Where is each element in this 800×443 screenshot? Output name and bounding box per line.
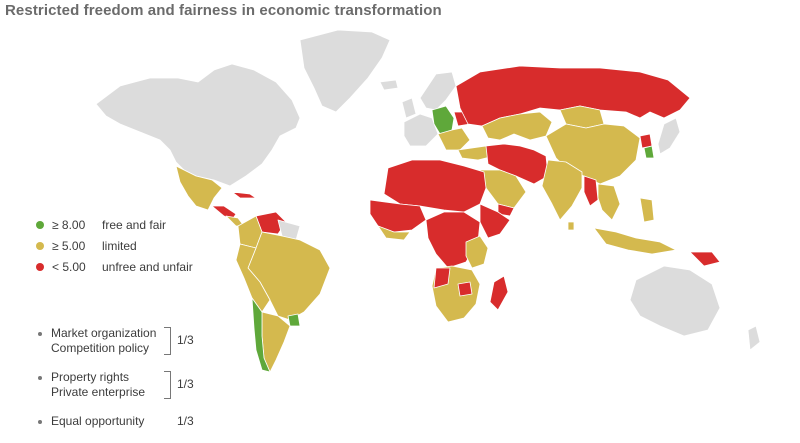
region-scandinavia	[419, 71, 457, 111]
map-title: Restricted freedom and fairness in econo…	[5, 2, 442, 19]
weight-item-label: Competition policy	[51, 341, 150, 355]
legend-dot-yellow	[36, 241, 44, 250]
region-west-africa	[369, 199, 427, 233]
bullet-icon	[38, 419, 42, 424]
weight-group-equal: Equal opportunity 1/3	[38, 414, 194, 429]
region-uk	[401, 97, 417, 119]
legend-item-unfree: < 5.00 unfree and unfair	[36, 256, 193, 277]
weight-item: Private enterprise	[38, 385, 156, 400]
weight-value: 1/3	[177, 377, 194, 391]
legend-label: unfree and unfair	[102, 259, 193, 274]
region-new-zealand	[747, 325, 761, 351]
weight-value: 1/3	[177, 333, 194, 347]
weight-item-label: Property rights	[51, 370, 130, 384]
legend-label: free and fair	[102, 217, 167, 232]
region-australia	[629, 265, 721, 337]
legend-value: ≥ 8.00	[52, 217, 86, 232]
region-eastern-europe	[437, 127, 471, 151]
weight-item-label: Private enterprise	[51, 385, 146, 399]
region-png	[689, 251, 721, 267]
region-zimbabwe	[457, 281, 473, 297]
map-legend: ≥ 8.00 free and fair ≥ 5.00 limited < 5.…	[36, 214, 193, 277]
region-west-africa-coast	[377, 225, 411, 241]
legend-dot-green	[36, 220, 44, 229]
region-yemen	[497, 203, 515, 217]
region-western-europe	[403, 113, 439, 147]
legend-item-free: ≥ 8.00 free and fair	[36, 214, 193, 235]
region-turkey	[457, 145, 495, 161]
legend-item-limited: ≥ 5.00 limited	[36, 235, 193, 256]
region-cuba	[231, 191, 257, 199]
region-madagascar	[489, 275, 509, 311]
region-greenland	[299, 29, 391, 113]
region-indonesia	[593, 227, 677, 255]
bullet-icon	[38, 331, 42, 336]
legend-label: limited	[102, 238, 137, 253]
region-horn-africa	[479, 203, 511, 239]
region-mexico	[175, 165, 223, 211]
region-southeast-asia	[597, 183, 621, 221]
indicator-weights: Market organization Competition policy 1…	[38, 326, 194, 443]
weight-group-property: Property rights Private enterprise 1/3	[38, 370, 194, 400]
region-north-korea	[639, 133, 653, 149]
weight-item: Competition policy	[38, 341, 156, 356]
weight-item-label: Equal opportunity	[51, 414, 145, 428]
region-sri-lanka	[567, 221, 575, 231]
weight-item: Property rights	[38, 370, 156, 385]
region-iceland	[379, 79, 399, 91]
region-myanmar	[583, 175, 599, 207]
weight-item: Equal opportunity	[38, 414, 156, 429]
region-arabia	[479, 169, 527, 209]
region-philippines	[639, 197, 655, 223]
weight-value: 1/3	[177, 414, 194, 428]
bracket-icon	[164, 371, 171, 399]
weight-item: Market organization	[38, 326, 156, 341]
region-north-america	[95, 63, 301, 187]
legend-value: ≥ 5.00	[52, 238, 86, 253]
region-chile	[251, 297, 271, 373]
legend-value: < 5.00	[52, 259, 86, 274]
region-peru-bolivia	[235, 243, 271, 313]
region-east-africa	[465, 235, 489, 269]
region-south-korea	[643, 145, 655, 159]
legend-dot-red	[36, 262, 44, 271]
region-japan	[657, 117, 681, 155]
weight-item-label: Market organization	[51, 326, 157, 340]
region-india	[541, 159, 583, 221]
bullet-icon	[38, 375, 42, 380]
weight-group-market: Market organization Competition policy 1…	[38, 326, 194, 356]
region-uruguay	[287, 313, 301, 327]
bracket-icon	[164, 327, 171, 355]
region-angola	[433, 267, 451, 289]
world-map	[95, 29, 761, 373]
